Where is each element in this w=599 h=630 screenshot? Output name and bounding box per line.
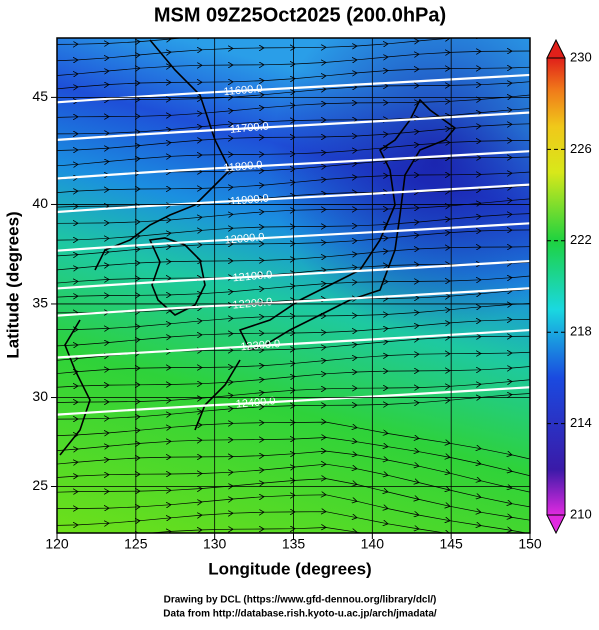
contour-line: [57, 328, 530, 359]
streamlines: [47, 38, 543, 533]
contour-line: [57, 386, 530, 416]
y-tick-label: 40: [32, 195, 48, 211]
y-tick-label: 35: [32, 295, 48, 311]
colorbar-body: [546, 57, 566, 516]
axes: 120 125 130 135 140 145 150 25 30 35 40 45: [32, 38, 542, 552]
contour-line: [57, 73, 530, 104]
contour-line: [57, 183, 530, 214]
colorbar-cap: [546, 514, 566, 535]
colorbar-tick-label: 210: [570, 506, 592, 521]
colorbar-tick-label: 218: [570, 324, 592, 339]
colorbar-cap: [546, 38, 566, 59]
contour-label: 12100.0: [232, 269, 273, 284]
streamline: [57, 393, 530, 420]
x-tick-label: 125: [124, 536, 148, 552]
plot-area: 11600.011700.011800.011900.012000.012100…: [47, 38, 543, 533]
coastlines: [59, 39, 457, 456]
colorbar-tick-label: 226: [570, 141, 592, 156]
x-axis-label: Longitude (degrees): [208, 559, 371, 578]
y-tick-label: 25: [32, 477, 48, 493]
contour-line: [57, 111, 530, 142]
contour-label: 11600.0: [223, 83, 263, 98]
contour-label: 12400.0: [235, 395, 276, 410]
colorbar-tick-label: 214: [570, 415, 592, 430]
coastline: [238, 98, 457, 351]
x-tick-label: 135: [282, 536, 306, 552]
contour-label: 11700.0: [229, 120, 269, 135]
x-tick-label: 130: [203, 536, 227, 552]
contour-label: 12000.0: [224, 231, 265, 246]
x-tick-label: 120: [45, 536, 69, 552]
x-tick-label: 145: [439, 536, 463, 552]
contour-line: [57, 150, 530, 180]
contour-line: [57, 259, 530, 290]
colorbar: 210 214 218 222 226 230: [546, 38, 592, 535]
y-tick-label: 45: [32, 88, 48, 104]
colorbar-tick-label: 230: [570, 49, 592, 64]
streamline: [47, 528, 543, 533]
streamline: [57, 512, 543, 533]
y-tick-label: 30: [32, 388, 48, 404]
x-tick-label: 140: [361, 536, 385, 552]
contour-label: 12300.0: [240, 338, 281, 353]
coastline: [94, 39, 231, 271]
footer-line: Data from http://database.rish.kyoto-u.a…: [163, 609, 437, 620]
x-tick-label: 150: [518, 536, 542, 552]
contour-line: [57, 222, 530, 252]
title: MSM 09Z25Oct2025 (200.0hPa): [154, 4, 446, 26]
footer-line: Drawing by DCL (https://www.gfd-dennou.o…: [164, 595, 437, 606]
colorbar-tick-label: 222: [570, 232, 592, 247]
y-axis-label: Latitude (degrees): [3, 211, 22, 358]
coastline: [59, 319, 91, 456]
contour-label: 11800.0: [223, 159, 263, 174]
